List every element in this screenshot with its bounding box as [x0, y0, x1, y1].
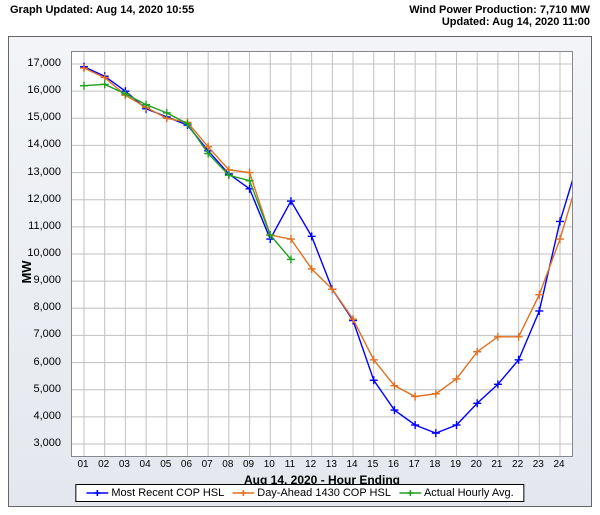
updated-label: Updated: Aug 14, 2020 11:00	[409, 16, 590, 28]
y-tick: 9,000	[33, 274, 61, 286]
x-tick: 17	[409, 459, 420, 470]
y-tick: 4,000	[33, 410, 61, 422]
x-tick: 13	[326, 459, 337, 470]
legend: Most Recent COP HSL Day-Ahead 1430 COP HS…	[75, 484, 524, 502]
legend-label: Most Recent COP HSL	[111, 487, 224, 499]
y-tick: 11,000	[28, 220, 61, 232]
header: Graph Updated: Aug 14, 2020 10:55 Wind P…	[0, 0, 600, 30]
legend-item: Actual Hourly Avg.	[399, 487, 514, 499]
x-tick: 23	[533, 459, 544, 470]
x-tick: 04	[140, 459, 151, 470]
y-tick: 8,000	[33, 301, 61, 313]
y-tick: 14,000	[27, 138, 61, 150]
y-tick: 5,000	[33, 383, 61, 395]
x-tick: 07	[202, 459, 213, 470]
x-axis-ticks: 01 02 03 04 05 06 07 08 09 10 11 12 13 14 15 16 17 18 19 20…	[71, 459, 573, 473]
x-tick: 12	[305, 459, 316, 470]
y-tick: 13,000	[27, 166, 61, 178]
x-tick: 20	[471, 459, 482, 470]
x-tick: 01	[77, 459, 88, 470]
x-tick: 21	[491, 459, 502, 470]
wind-power-label: Wind Power Production: 7,710 MW	[409, 4, 590, 16]
x-tick: 22	[512, 459, 523, 470]
y-tick: 15,000	[27, 111, 61, 123]
x-tick: 05	[160, 459, 171, 470]
legend-label: Actual Hourly Avg.	[424, 487, 514, 499]
x-tick: 15	[367, 459, 378, 470]
x-tick: 03	[119, 459, 130, 470]
x-tick: 09	[243, 459, 254, 470]
header-right: Wind Power Production: 7,710 MW Updated:…	[409, 4, 590, 28]
y-tick: 7,000	[33, 328, 61, 340]
chart-container: Graph Updated: Aug 14, 2020 10:55 Wind P…	[0, 0, 600, 515]
x-tick: 10	[264, 459, 275, 470]
plot-svg	[72, 52, 572, 456]
y-tick: 12,000	[27, 193, 61, 205]
x-tick: 11	[285, 459, 295, 470]
x-tick: 08	[222, 459, 233, 470]
x-tick: 24	[553, 459, 564, 470]
y-tick: 17,000	[27, 57, 61, 69]
x-tick: 16	[388, 459, 399, 470]
y-tick: 3,000	[33, 437, 61, 449]
chart-frame: MW 3,0004,0005,0006,0007,0008,0009,00010…	[8, 36, 592, 507]
legend-item: Most Recent COP HSL	[86, 487, 224, 499]
x-tick: 18	[429, 459, 440, 470]
y-tick: 16,000	[27, 84, 61, 96]
x-tick: 06	[181, 459, 192, 470]
x-tick: 14	[346, 459, 357, 470]
legend-label: Day-Ahead 1430 COP HSL	[257, 487, 391, 499]
graph-updated-label: Graph Updated: Aug 14, 2020 10:55	[10, 4, 194, 28]
y-tick: 6,000	[33, 356, 61, 368]
y-tick: 10,000	[27, 247, 61, 259]
x-tick: 19	[450, 459, 461, 470]
plot-area	[71, 51, 573, 457]
x-tick: 02	[98, 459, 109, 470]
y-axis-ticks: 3,000 4,000 5,000 6,000 7,000 8,000 9,000 10,00…	[9, 51, 67, 457]
legend-item: Day-Ahead 1430 COP HSL	[232, 487, 391, 499]
